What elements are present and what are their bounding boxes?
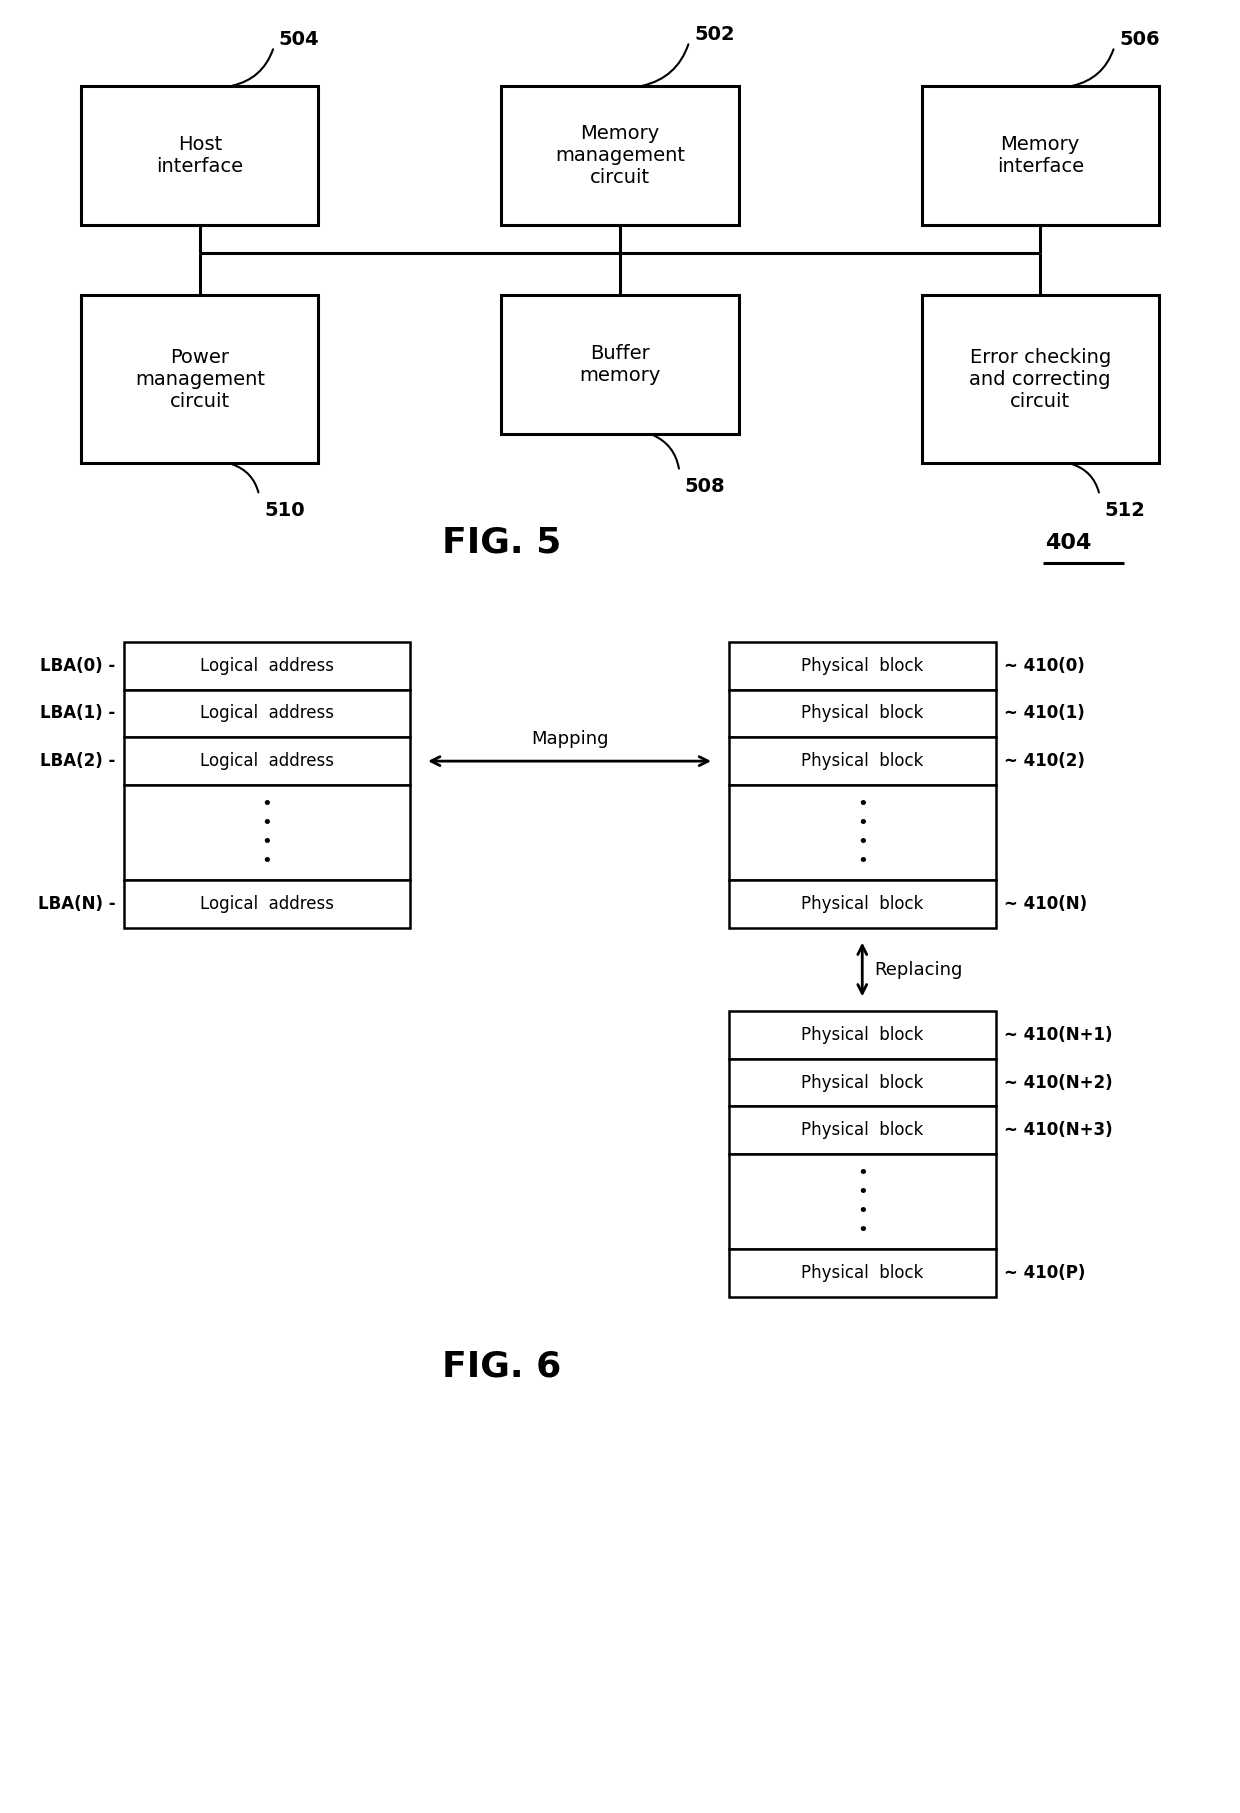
Bar bbox=[729, 738, 996, 785]
Text: Physical  block: Physical block bbox=[801, 705, 924, 723]
Bar bbox=[729, 1106, 996, 1155]
Bar bbox=[501, 296, 739, 433]
Text: •: • bbox=[857, 1164, 868, 1182]
Text: Error checking
and correcting
circuit: Error checking and correcting circuit bbox=[970, 348, 1111, 410]
Text: Physical  block: Physical block bbox=[801, 1120, 924, 1139]
Text: ~ 410(2): ~ 410(2) bbox=[1003, 752, 1085, 771]
Text: Logical  address: Logical address bbox=[200, 752, 334, 771]
Text: Memory
interface: Memory interface bbox=[997, 136, 1084, 176]
Bar bbox=[921, 296, 1159, 464]
Text: Host
interface: Host interface bbox=[156, 136, 243, 176]
Text: ~ 410(N): ~ 410(N) bbox=[1003, 896, 1086, 914]
Bar bbox=[124, 879, 410, 928]
Text: •: • bbox=[262, 794, 273, 812]
Text: Logical  address: Logical address bbox=[200, 705, 334, 723]
Bar bbox=[124, 738, 410, 785]
Bar bbox=[729, 689, 996, 738]
Bar bbox=[729, 1249, 996, 1296]
Text: 512: 512 bbox=[1105, 500, 1146, 520]
Text: Physical  block: Physical block bbox=[801, 1264, 924, 1282]
Text: 504: 504 bbox=[279, 31, 320, 49]
Text: 506: 506 bbox=[1120, 31, 1159, 49]
Bar bbox=[729, 879, 996, 928]
Bar bbox=[81, 296, 319, 464]
Text: ~ 410(N+3): ~ 410(N+3) bbox=[1003, 1120, 1112, 1139]
Text: Buffer
memory: Buffer memory bbox=[579, 344, 661, 384]
Text: Physical  block: Physical block bbox=[801, 656, 924, 674]
Text: •: • bbox=[857, 1222, 868, 1240]
Bar bbox=[124, 785, 410, 879]
Text: LBA(0) -: LBA(0) - bbox=[41, 656, 115, 674]
Bar bbox=[729, 1012, 996, 1059]
Text: ~ 410(1): ~ 410(1) bbox=[1003, 705, 1085, 723]
Text: 502: 502 bbox=[694, 25, 735, 44]
Text: Mapping: Mapping bbox=[531, 731, 609, 749]
Text: ~ 410(0): ~ 410(0) bbox=[1003, 656, 1085, 674]
Bar bbox=[124, 642, 410, 689]
Text: ~ 410(N+2): ~ 410(N+2) bbox=[1003, 1073, 1112, 1091]
Text: ~ 410(P): ~ 410(P) bbox=[1003, 1264, 1085, 1282]
Text: Physical  block: Physical block bbox=[801, 896, 924, 914]
Text: •: • bbox=[857, 852, 868, 870]
Text: •: • bbox=[262, 814, 273, 832]
Bar bbox=[501, 87, 739, 225]
Bar bbox=[729, 1155, 996, 1249]
Text: FIG. 5: FIG. 5 bbox=[441, 526, 560, 560]
Text: LBA(1) -: LBA(1) - bbox=[41, 705, 115, 723]
Text: Physical  block: Physical block bbox=[801, 752, 924, 771]
Text: •: • bbox=[857, 1202, 868, 1220]
Text: •: • bbox=[857, 794, 868, 812]
Bar bbox=[729, 642, 996, 689]
Text: •: • bbox=[857, 1184, 868, 1202]
Text: 404: 404 bbox=[1045, 533, 1091, 553]
Text: LBA(2) -: LBA(2) - bbox=[41, 752, 115, 771]
Text: Memory
management
circuit: Memory management circuit bbox=[556, 125, 684, 187]
Text: LBA(N) -: LBA(N) - bbox=[38, 896, 115, 914]
Text: FIG. 6: FIG. 6 bbox=[441, 1349, 560, 1383]
Text: •: • bbox=[262, 834, 273, 850]
Text: Replacing: Replacing bbox=[874, 961, 962, 979]
Text: •: • bbox=[857, 814, 868, 832]
Text: Logical  address: Logical address bbox=[200, 896, 334, 914]
Text: Physical  block: Physical block bbox=[801, 1026, 924, 1044]
Text: 510: 510 bbox=[264, 500, 305, 520]
Text: Logical  address: Logical address bbox=[200, 656, 334, 674]
Text: •: • bbox=[262, 852, 273, 870]
Bar bbox=[921, 87, 1159, 225]
Bar bbox=[81, 87, 319, 225]
Bar bbox=[729, 1059, 996, 1106]
Text: ~ 410(N+1): ~ 410(N+1) bbox=[1003, 1026, 1112, 1044]
Text: Physical  block: Physical block bbox=[801, 1073, 924, 1091]
Text: •: • bbox=[857, 834, 868, 850]
Bar bbox=[124, 689, 410, 738]
Text: 508: 508 bbox=[684, 477, 725, 497]
Text: Power
management
circuit: Power management circuit bbox=[135, 348, 265, 410]
Bar bbox=[729, 785, 996, 879]
